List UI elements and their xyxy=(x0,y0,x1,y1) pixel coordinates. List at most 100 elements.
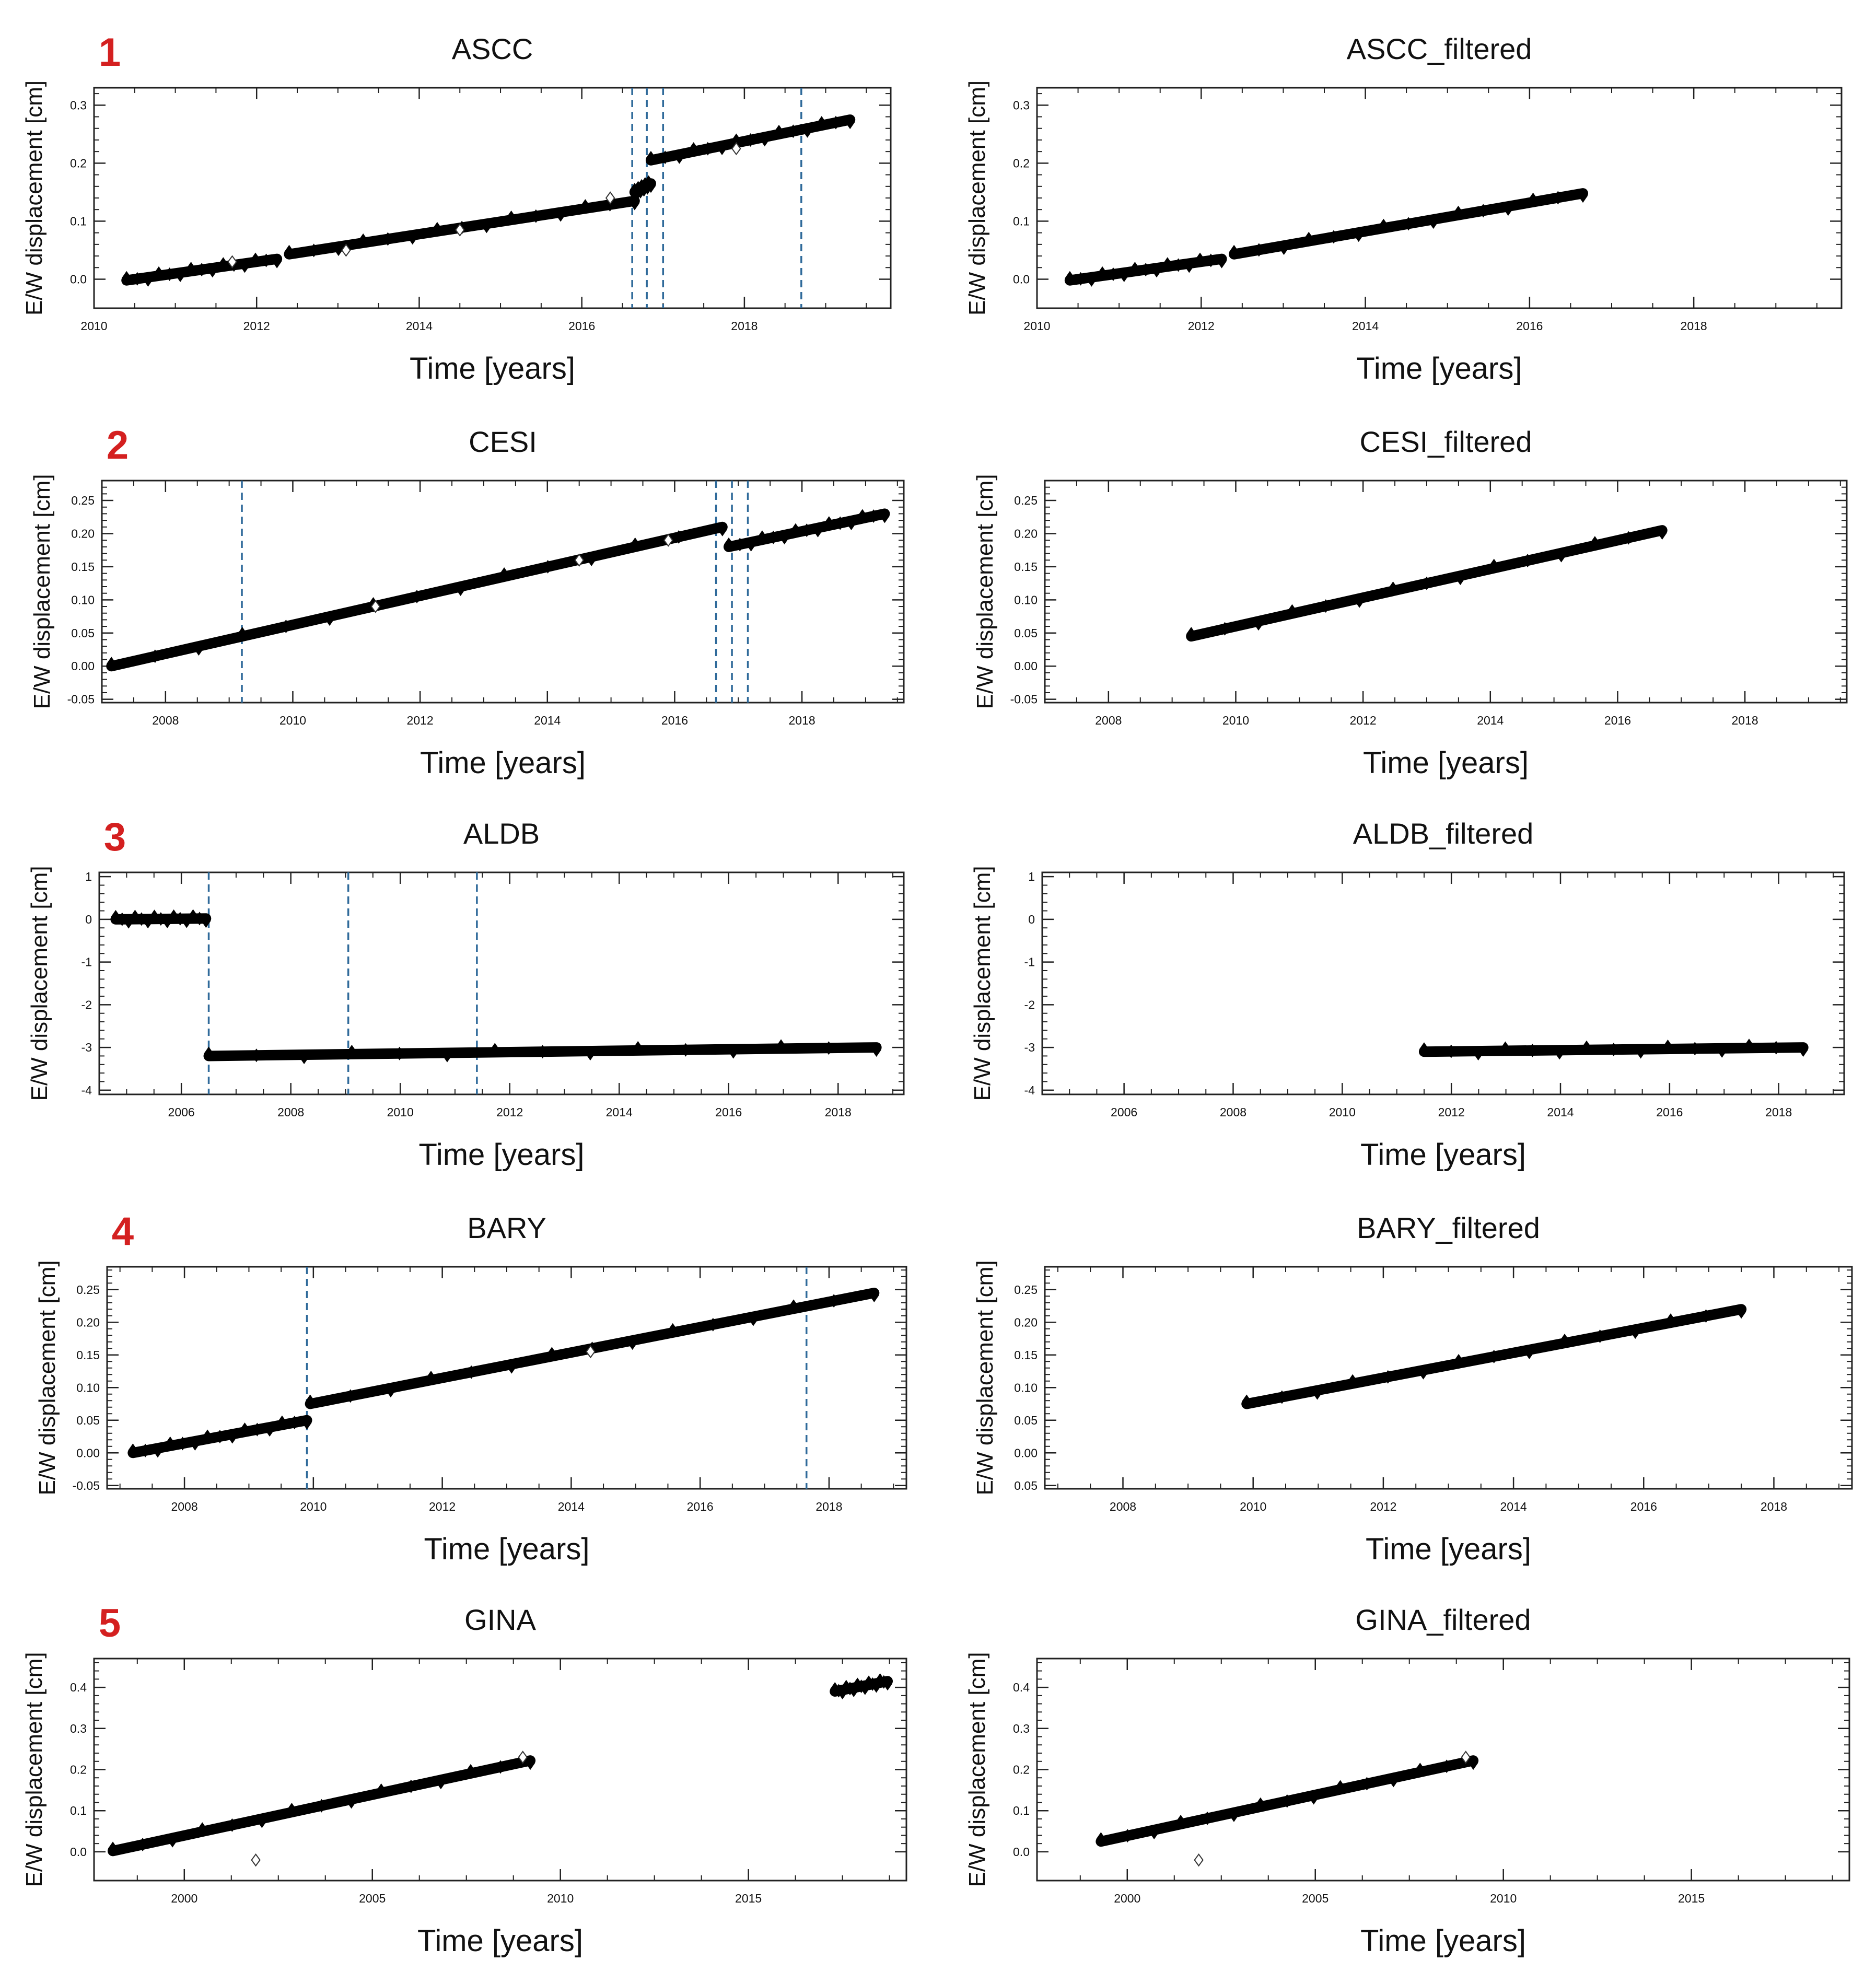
data-point xyxy=(1119,269,1129,283)
data-point xyxy=(287,1803,297,1817)
x-tick-label: 2012 xyxy=(407,714,434,727)
data-point xyxy=(346,1795,356,1809)
data-point xyxy=(289,1416,299,1430)
data-point xyxy=(345,1389,355,1403)
data-point xyxy=(1229,1808,1239,1822)
data-point xyxy=(436,1776,446,1790)
y-tick-label: 0.10 xyxy=(1014,593,1038,606)
data-point xyxy=(1455,571,1465,586)
data-point xyxy=(1217,254,1227,269)
data-point xyxy=(1087,273,1097,287)
data-point xyxy=(165,1436,175,1450)
chart-panel-5: ALDB 3 Time [years] E/W displacement [cm] 20… xyxy=(27,815,905,1172)
data-point xyxy=(1389,1773,1399,1788)
data-point xyxy=(1304,231,1314,246)
y-tick-label: -0.05 xyxy=(73,1479,100,1492)
data-point xyxy=(1220,622,1230,636)
outlier-point xyxy=(586,1345,596,1359)
x-tick-label: 2012 xyxy=(496,1105,523,1119)
data-point xyxy=(1663,1040,1673,1054)
x-tick-label: 2014 xyxy=(534,714,561,727)
outlier-point xyxy=(370,600,381,613)
data-point xyxy=(1419,1042,1429,1056)
data-point xyxy=(845,115,855,130)
data-point xyxy=(1277,1390,1287,1404)
y-tick-label: 0.05 xyxy=(71,626,95,640)
plot-frame xyxy=(1044,1266,1853,1490)
outlier-point xyxy=(1461,1751,1471,1764)
data-point xyxy=(1149,1826,1159,1840)
chart-panel-2: ASCC_filtered Time [years] E/W displacemen… xyxy=(964,32,1843,386)
data-point xyxy=(757,530,767,544)
data-point xyxy=(1355,594,1365,608)
x-tick-label: 2014 xyxy=(558,1500,585,1513)
y-tick-label: 0.10 xyxy=(76,1381,100,1394)
data-point xyxy=(1388,581,1398,596)
data-point xyxy=(1657,526,1667,540)
data-point xyxy=(1404,217,1414,231)
data-point xyxy=(708,1317,718,1332)
x-tick-label: 2016 xyxy=(661,714,688,727)
outlier-point xyxy=(574,553,584,567)
y-tick-label: 0.05 xyxy=(1014,626,1038,640)
data-point xyxy=(1442,1759,1452,1773)
data-point xyxy=(1383,1370,1393,1384)
data-point xyxy=(646,179,656,193)
y-axis-label: E/W displacement [cm] xyxy=(964,80,990,316)
data-point xyxy=(190,1437,200,1451)
x-tick-label: 2010 xyxy=(80,319,107,333)
data-point xyxy=(240,259,250,273)
chart-title: CESI xyxy=(469,425,537,458)
data-point xyxy=(746,538,756,552)
x-tick-label: 2018 xyxy=(1731,714,1758,727)
data-point xyxy=(580,199,590,213)
data-point xyxy=(227,1818,237,1832)
chart-title: CESI_filtered xyxy=(1360,425,1532,458)
data-point xyxy=(1418,1366,1428,1380)
data-point xyxy=(128,1443,138,1457)
data-point xyxy=(668,1323,678,1337)
data-point xyxy=(1553,191,1563,205)
y-tick-label: 0.20 xyxy=(71,527,95,540)
chart-title: ASCC xyxy=(452,32,533,65)
x-tick-label: 2018 xyxy=(815,1500,842,1513)
data-point xyxy=(240,1422,250,1437)
y-tick-label: 0.20 xyxy=(1014,527,1038,540)
x-tick-label: 2014 xyxy=(606,1105,633,1119)
data-point xyxy=(499,567,509,581)
y-tick-label: 0.00 xyxy=(1014,1446,1038,1460)
data-point xyxy=(1255,1797,1265,1811)
data-point xyxy=(1130,262,1140,276)
data-point xyxy=(138,1837,148,1851)
chart-title: ALDB xyxy=(463,817,540,850)
data-point xyxy=(467,1365,476,1379)
data-point xyxy=(1523,554,1533,568)
data-point xyxy=(1282,1794,1292,1808)
chart-title: ASCC_filtered xyxy=(1347,32,1532,65)
data-point xyxy=(1578,189,1588,203)
x-tick-label: 2016 xyxy=(1604,714,1631,727)
data-point xyxy=(831,115,841,130)
data-point xyxy=(237,627,247,641)
data-point xyxy=(779,531,789,545)
data-point xyxy=(660,150,670,165)
data-point xyxy=(724,537,733,551)
data-point xyxy=(1229,244,1239,259)
data-point xyxy=(531,209,541,223)
data-point xyxy=(406,1779,416,1793)
x-axis-label: Time [years] xyxy=(1360,1138,1526,1172)
data-point xyxy=(1186,627,1196,641)
chart-panel-1: ASCC 1 Time [years] E/W displacement [cm] 20… xyxy=(21,30,892,386)
data-point xyxy=(496,1760,506,1774)
data-point xyxy=(1195,252,1205,266)
data-point xyxy=(407,231,417,245)
plot-frame xyxy=(1036,87,1843,309)
data-point xyxy=(802,124,812,138)
chart-title: BARY_filtered xyxy=(1357,1211,1540,1244)
plot-frame xyxy=(1036,1658,1850,1882)
data-point xyxy=(1348,1374,1358,1388)
data-point xyxy=(143,273,153,287)
x-tick-label: 2008 xyxy=(152,714,179,727)
data-point xyxy=(107,657,116,671)
data-point xyxy=(141,1443,150,1457)
